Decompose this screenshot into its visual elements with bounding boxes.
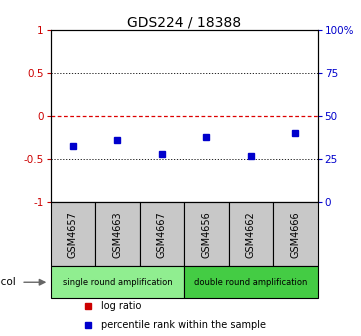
Bar bbox=[140, 202, 184, 266]
Text: double round amplification: double round amplification bbox=[194, 278, 308, 287]
Text: log ratio: log ratio bbox=[101, 301, 142, 311]
Text: GSM4663: GSM4663 bbox=[112, 211, 122, 258]
Text: GSM4666: GSM4666 bbox=[290, 211, 300, 258]
Text: percentile rank within the sample: percentile rank within the sample bbox=[101, 320, 266, 330]
Bar bbox=[273, 202, 318, 266]
Text: GSM4667: GSM4667 bbox=[157, 211, 167, 258]
Bar bbox=[184, 202, 229, 266]
Bar bbox=[51, 266, 184, 298]
Bar bbox=[229, 202, 273, 266]
Text: GSM4662: GSM4662 bbox=[246, 211, 256, 258]
Text: protocol: protocol bbox=[0, 277, 16, 287]
Text: GSM4657: GSM4657 bbox=[68, 211, 78, 258]
Bar bbox=[184, 266, 318, 298]
Bar bbox=[95, 202, 140, 266]
Title: GDS224 / 18388: GDS224 / 18388 bbox=[127, 15, 241, 29]
Text: single round amplification: single round amplification bbox=[62, 278, 172, 287]
Text: GSM4656: GSM4656 bbox=[201, 211, 212, 258]
Bar bbox=[51, 202, 95, 266]
